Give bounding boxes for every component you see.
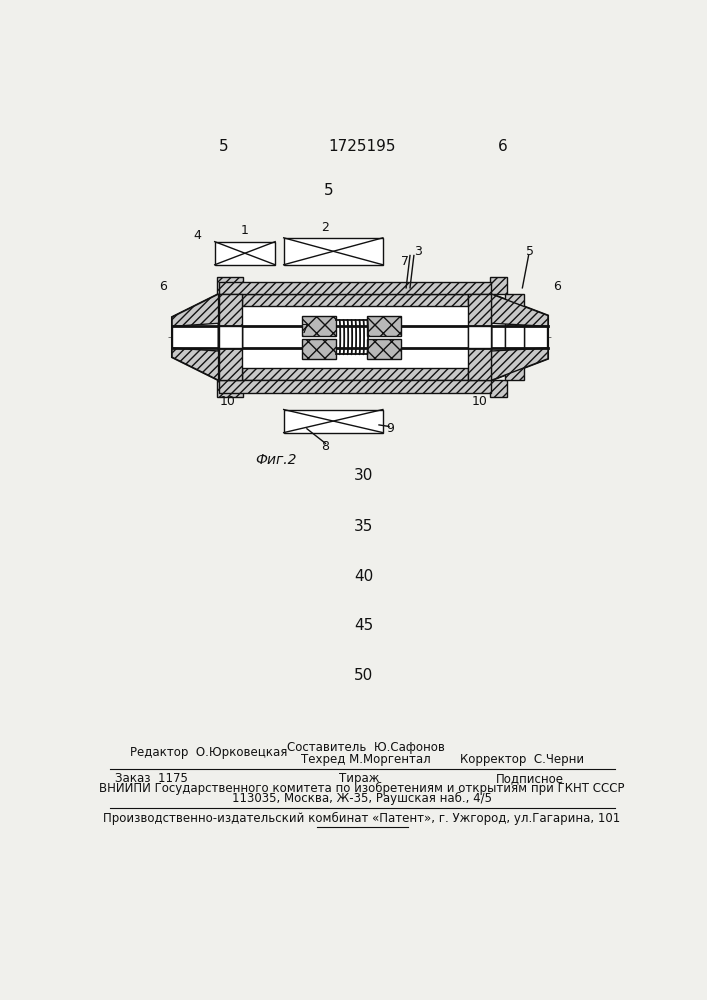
Text: Корректор  С.Черни: Корректор С.Черни <box>460 753 585 766</box>
Bar <box>368 316 402 336</box>
Polygon shape <box>491 294 548 326</box>
Text: Техред М.Моргентал: Техред М.Моргентал <box>301 753 431 766</box>
Text: 1725195: 1725195 <box>328 139 396 154</box>
Bar <box>284 410 383 433</box>
Bar <box>218 326 242 348</box>
Bar <box>468 326 491 348</box>
Text: 1: 1 <box>241 224 249 237</box>
Text: 6: 6 <box>554 280 561 293</box>
Polygon shape <box>172 294 218 326</box>
Text: 45: 45 <box>354 618 373 633</box>
Text: Редактор  О.Юрковецкая: Редактор О.Юрковецкая <box>130 746 287 759</box>
Bar <box>242 294 468 306</box>
Text: Составитель  Ю.Сафонов: Составитель Ю.Сафонов <box>287 741 445 754</box>
Bar <box>301 339 336 359</box>
Bar <box>218 380 491 393</box>
Text: Тираж: Тираж <box>339 772 380 785</box>
Text: 3: 3 <box>414 245 421 258</box>
Text: 50: 50 <box>354 668 373 683</box>
Text: 30: 30 <box>354 468 373 483</box>
Text: Фиг.2: Фиг.2 <box>255 453 297 467</box>
Bar <box>301 316 336 336</box>
Text: 10: 10 <box>472 395 488 408</box>
Text: Заказ  1175: Заказ 1175 <box>115 772 188 785</box>
Bar <box>218 282 491 294</box>
Text: 5: 5 <box>219 139 229 154</box>
Bar <box>218 294 491 380</box>
Text: 40: 40 <box>354 569 373 584</box>
Text: 5: 5 <box>526 245 534 258</box>
Bar <box>218 326 242 348</box>
Bar <box>490 380 507 397</box>
Text: ВНИИПИ Государственного комитета по изобретениям и открытиям при ГКНТ СССР: ВНИИПИ Государственного комитета по изоб… <box>99 782 625 795</box>
Polygon shape <box>172 294 218 380</box>
Bar <box>284 238 383 265</box>
Text: 10: 10 <box>220 395 236 408</box>
Bar <box>506 294 524 380</box>
Bar <box>368 339 402 359</box>
Text: 5: 5 <box>324 183 334 198</box>
Bar <box>215 242 275 265</box>
Bar <box>468 294 491 380</box>
Bar <box>506 326 524 348</box>
Text: 8: 8 <box>322 440 329 453</box>
Bar <box>218 294 242 380</box>
Text: 6: 6 <box>159 280 167 293</box>
Text: Подписное: Подписное <box>496 772 564 785</box>
Bar <box>217 380 243 397</box>
Polygon shape <box>172 348 218 380</box>
Bar <box>217 277 243 294</box>
Text: 7: 7 <box>301 323 310 336</box>
Text: 35: 35 <box>354 519 373 534</box>
Text: 113035, Москва, Ж-35, Раушская наб., 4/5: 113035, Москва, Ж-35, Раушская наб., 4/5 <box>232 792 492 805</box>
Polygon shape <box>491 348 548 380</box>
Text: 7: 7 <box>401 255 409 268</box>
Text: 2: 2 <box>322 221 329 234</box>
Bar <box>490 277 507 294</box>
Text: 6: 6 <box>498 139 508 154</box>
Text: Производственно-издательский комбинат «Патент», г. Ужгород, ул.Гагарина, 101: Производственно-издательский комбинат «П… <box>103 812 621 825</box>
Bar <box>242 368 468 380</box>
Text: 4: 4 <box>194 229 201 242</box>
Text: 9: 9 <box>387 422 395 435</box>
Polygon shape <box>491 294 548 380</box>
